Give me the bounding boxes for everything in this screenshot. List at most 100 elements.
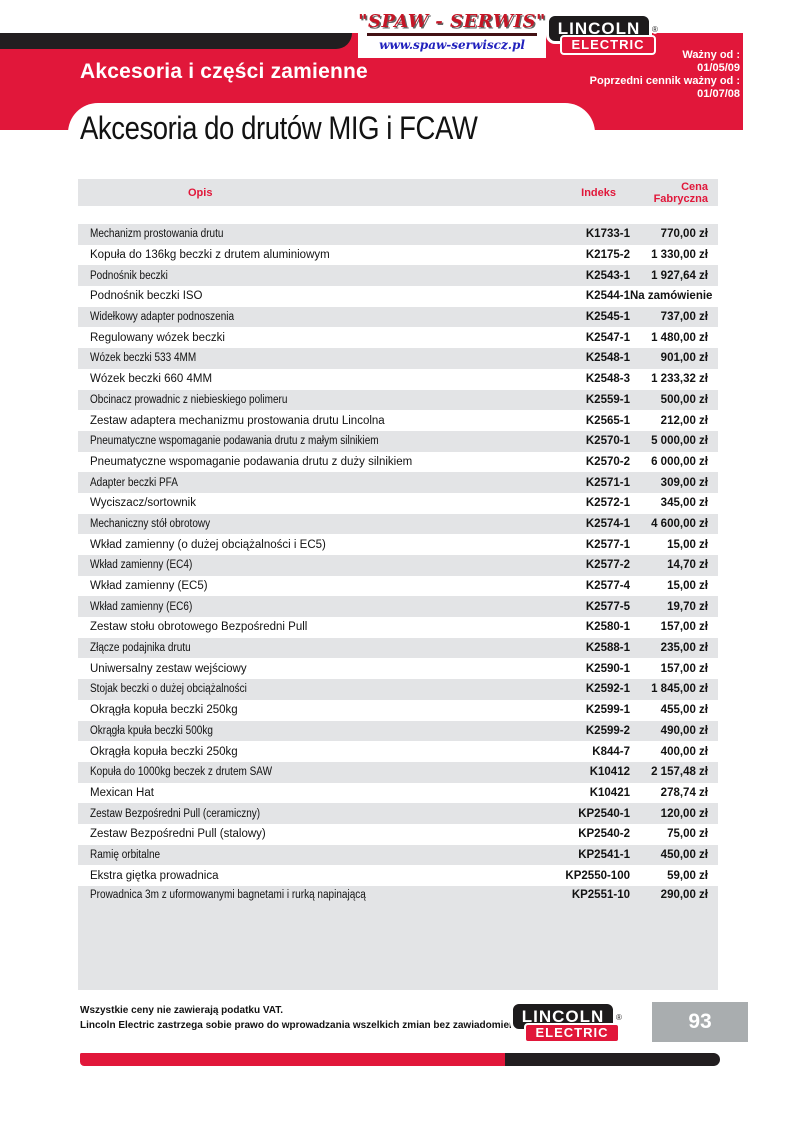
table-row: Prowadnica 3m z uformowanymi bagnetami i… bbox=[78, 886, 718, 990]
registered-trademark-icon: ® bbox=[652, 25, 658, 34]
row-desc: Podnośnik beczki bbox=[90, 269, 168, 282]
table-row: Okrągła kpuła beczki 500kg K2599-2 490,00 … bbox=[78, 720, 718, 742]
row-price: 19,70 zł bbox=[667, 600, 708, 613]
row-desc: Regulowany wózek beczki bbox=[90, 331, 225, 344]
row-desc: Wkład zamienny (EC6) bbox=[90, 600, 193, 613]
row-index: K2574-1 bbox=[585, 517, 630, 530]
column-header-price: Cena Fabryczna bbox=[653, 180, 708, 205]
row-price: 490,00 zł bbox=[660, 724, 708, 737]
table-row: Kopuła do 1000kg beczek z drutem SAW K104… bbox=[78, 761, 718, 783]
disclaimer-note: Lincoln Electric zastrzega sobie prawo d… bbox=[80, 1019, 527, 1031]
table-row: Mexican Hat K10421 278,74 zł bbox=[78, 782, 718, 804]
vat-note: Wszystkie ceny nie zawierają podatku VAT… bbox=[80, 1005, 284, 1016]
row-index: KP2541-1 bbox=[578, 848, 630, 861]
row-index: K2544-1 bbox=[585, 290, 630, 303]
row-index: K2571-1 bbox=[585, 476, 630, 489]
footer-bar-red-segment bbox=[80, 1053, 505, 1066]
row-desc: Kopuła do 1000kg beczek z drutem SAW bbox=[90, 766, 273, 779]
row-price: 157,00 zł bbox=[660, 662, 708, 675]
row-index: KP2551-10 bbox=[571, 889, 630, 901]
row-desc: Mechanizm prostowania drutu bbox=[90, 228, 224, 241]
row-price: 345,00 zł bbox=[660, 497, 708, 510]
row-price: 59,00 zł bbox=[667, 869, 708, 882]
row-index: KP2540-2 bbox=[578, 828, 630, 841]
row-desc: Kopuła do 136kg beczki z drutem aluminio… bbox=[90, 249, 330, 262]
row-price: 1 480,00 zł bbox=[651, 331, 708, 344]
row-price: 770,00 zł bbox=[660, 228, 708, 241]
row-desc: Okrągła kopuła beczki 250kg bbox=[90, 745, 238, 758]
footer-decorative-bar bbox=[80, 1053, 720, 1066]
row-price: 290,00 zł bbox=[660, 889, 708, 901]
row-desc: Okrągła kopuła beczki 250kg bbox=[90, 704, 238, 717]
table-row: Pneumatyczne wspomaganie podawania drutu… bbox=[78, 430, 718, 452]
table-row: Wkład zamienny (EC6) K2577-5 19,70 zł bbox=[78, 596, 718, 618]
table-row: Widełkowy adapter podnoszenia K2545-1 737,… bbox=[78, 306, 718, 328]
row-desc: Ramię orbitalne bbox=[90, 848, 161, 861]
electric-wordmark: ELECTRIC bbox=[524, 1023, 620, 1043]
registered-trademark-icon: ® bbox=[616, 1013, 622, 1022]
row-desc: Uniwersalny zestaw wejściowy bbox=[90, 662, 247, 675]
row-desc: Mexican Hat bbox=[90, 786, 154, 799]
table-row: Okrągła kopuła beczki 250kg K844-7 400,00 … bbox=[78, 741, 718, 762]
row-index: KP2540-1 bbox=[578, 807, 630, 820]
row-desc: Wkład zamienny (EC5) bbox=[90, 580, 208, 593]
spaw-serwis-logo: "SPAW - SERWIS" www.spaw-serwiscz.pl bbox=[358, 8, 546, 58]
spaw-serwis-title: "SPAW - SERWIS" bbox=[358, 11, 546, 32]
row-index: K2599-2 bbox=[585, 724, 630, 737]
spaw-website-link[interactable]: www.spaw-serwiscz.pl bbox=[379, 38, 525, 52]
row-index: K2599-1 bbox=[585, 704, 630, 717]
page-number-badge: 93 bbox=[652, 1002, 748, 1042]
table-row: Wkład zamienny (EC5) K2577-4 15,00 zł bbox=[78, 575, 718, 597]
row-price: 400,00 zł bbox=[660, 745, 708, 758]
row-index: K2577-4 bbox=[585, 580, 630, 593]
table-row: Okrągła kopuła beczki 250kg K2599-1 455,00… bbox=[78, 699, 718, 721]
row-desc: Ekstra giętka prowadnica bbox=[90, 869, 219, 882]
row-index: KP2550-100 bbox=[565, 869, 630, 882]
row-desc: Obcinacz prowadnic z niebieskiego polime… bbox=[90, 393, 288, 406]
row-price: 1 927,64 zł bbox=[651, 269, 708, 282]
header-black-bar bbox=[0, 33, 352, 49]
row-desc: Zestaw Bezpośredni Pull (ceramiczny) bbox=[90, 807, 261, 820]
table-row: Zestaw Bezpośredni Pull (ceramiczny) KP25… bbox=[78, 803, 718, 824]
row-index: K1733-1 bbox=[585, 228, 630, 241]
table-row: Złącze podajnika drutu K2588-1 235,00 zł bbox=[78, 637, 718, 659]
table-row: Regulowany wózek beczki K2547-1 1 480,00 z… bbox=[78, 327, 718, 349]
row-index: K2545-1 bbox=[585, 311, 630, 324]
row-index: K2559-1 bbox=[585, 393, 630, 406]
row-price: 309,00 zł bbox=[660, 476, 708, 489]
table-row: Uniwersalny zestaw wejściowy K2590-1 157,0… bbox=[78, 658, 718, 680]
row-desc: Adapter beczki PFA bbox=[90, 476, 178, 489]
row-price: 5 000,00 zł bbox=[651, 435, 708, 448]
row-price: 6 000,00 zł bbox=[651, 455, 708, 468]
row-desc: Mechaniczny stół obrotowy bbox=[90, 517, 211, 530]
row-price: 1 233,32 zł bbox=[651, 373, 708, 386]
valid-from-label: Ważny od : bbox=[682, 49, 740, 61]
row-index: K2577-1 bbox=[585, 538, 630, 551]
row-price: 120,00 zł bbox=[660, 807, 708, 820]
table-row: Mechanizm prostowania drutu K1733-1 770,00… bbox=[78, 224, 718, 245]
row-index: K2592-1 bbox=[585, 683, 630, 696]
previous-pricelist-date: 01/07/08 bbox=[697, 87, 740, 100]
row-index: K2588-1 bbox=[585, 642, 630, 655]
row-price: 737,00 zł bbox=[660, 311, 708, 324]
row-price: 1 845,00 zł bbox=[651, 683, 708, 696]
price-table: Opis Indeks Cena Fabryczna Mechanizm pro… bbox=[78, 179, 718, 990]
row-desc: Widełkowy adapter podnoszenia bbox=[90, 311, 235, 324]
table-row: Stojak beczki o dużej obciążalności K2592… bbox=[78, 679, 718, 700]
row-index: K2547-1 bbox=[585, 331, 630, 344]
row-price: Na zamówienie bbox=[630, 290, 713, 303]
row-price: 15,00 zł bbox=[667, 538, 708, 551]
table-row: Ramię orbitalne KP2541-1 450,00 zł bbox=[78, 844, 718, 866]
row-desc: Wkład zamienny (EC4) bbox=[90, 559, 193, 572]
row-index: K2570-2 bbox=[585, 455, 630, 468]
spaw-underline bbox=[367, 33, 537, 36]
row-desc: Zestaw adaptera mechanizmu prostowania d… bbox=[90, 414, 385, 427]
table-row: Wkład zamienny (o dużej obciążalności i … bbox=[78, 534, 718, 555]
row-desc: Okrągła kpuła beczki 500kg bbox=[90, 724, 213, 737]
table-row: Wózek beczki 533 4MM K2548-1 901,00 zł bbox=[78, 348, 718, 369]
row-price: 212,00 zł bbox=[660, 414, 708, 427]
lincoln-electric-logo: LINCOLN ® ELECTRIC bbox=[546, 13, 676, 55]
row-desc: Wkład zamienny (o dużej obciążalności i … bbox=[90, 538, 326, 551]
row-desc: Wyciszacz/sortownik bbox=[90, 497, 196, 510]
